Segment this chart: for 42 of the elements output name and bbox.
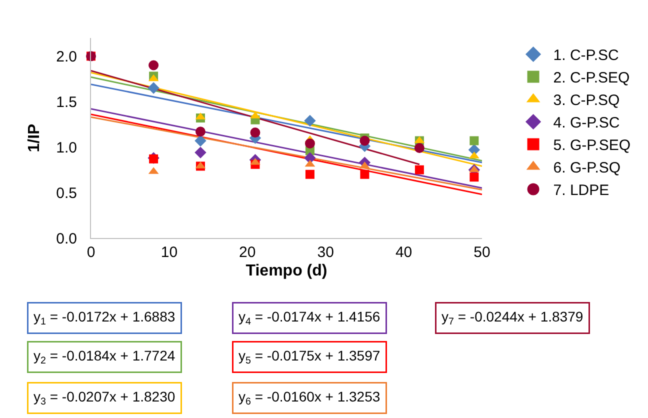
legend-label: 3. C-P.SQ <box>553 92 620 110</box>
y-tick-label: 0.5 <box>56 184 77 202</box>
point <box>360 170 370 179</box>
x-tick-label: 20 <box>239 244 256 261</box>
text: y$_{7}$ = -0.0244x + 1.8379 <box>442 308 584 328</box>
point <box>250 128 260 138</box>
point <box>195 126 206 137</box>
x-tick-label: 30 <box>317 244 334 261</box>
x-tick-label: 40 <box>395 244 412 261</box>
x-axis-title: Tiempo (d) <box>246 262 328 280</box>
text: y$_{4}$ = -0.0174x + 1.4156 <box>238 308 380 328</box>
point <box>304 114 316 127</box>
point <box>470 136 479 146</box>
y-tick-label: 1.0 <box>56 139 77 156</box>
text: y$_{1}$ = -0.0172x + 1.6883 <box>34 308 176 328</box>
point <box>360 136 370 146</box>
legend-label: 5. G-P.SEQ <box>553 137 631 154</box>
legend-label: 4. G-P.SC <box>553 114 620 132</box>
point <box>304 138 315 148</box>
y-tick-label: 2.0 <box>56 48 77 66</box>
y-tick-label: 0.0 <box>56 230 77 248</box>
x-tick-label: 10 <box>160 244 178 261</box>
legend-label: 6. G-P.SQ <box>553 160 621 177</box>
point <box>148 60 159 70</box>
y-tick-label: 1.5 <box>56 94 77 111</box>
legend-label: 2. C-P.SEQ <box>553 70 630 87</box>
point <box>470 172 479 182</box>
point <box>194 134 206 147</box>
text: y$_{2}$ = -0.0184x + 1.7724 <box>34 348 176 366</box>
legend-label: 1. C-P.SC <box>553 47 620 64</box>
x-tick-label: 0 <box>86 244 96 261</box>
point <box>148 82 160 94</box>
text: y$_{3}$ = -0.0207x + 1.8230 <box>34 388 176 408</box>
point <box>414 143 424 153</box>
text: y$_{5}$ = -0.0175x + 1.3597 <box>238 348 380 366</box>
legend-label: 7. LDPE <box>553 182 610 200</box>
x-tick-label: 50 <box>474 244 490 261</box>
y-axis-title: 1/IP <box>26 123 44 152</box>
point <box>414 165 424 174</box>
text: y$_{6}$ = -0.0160x + 1.3253 <box>238 388 380 408</box>
point <box>194 146 206 158</box>
point <box>305 170 314 179</box>
